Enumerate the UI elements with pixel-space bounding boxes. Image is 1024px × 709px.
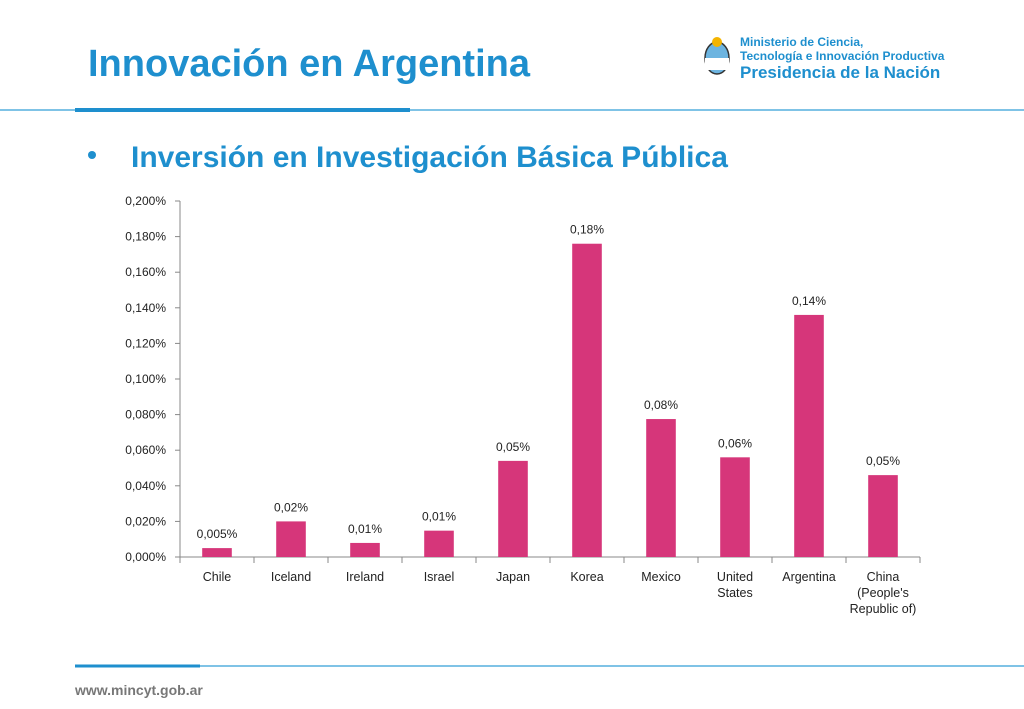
logo-line: Ministerio de Ciencia, <box>740 35 863 49</box>
footer-url: www.mincyt.gob.ar <box>74 682 203 698</box>
y-tick-label: 0,020% <box>125 514 166 528</box>
x-tick-label: Japan <box>495 570 531 584</box>
value-label: 0,005% <box>197 527 238 541</box>
bar <box>498 460 528 557</box>
y-tick-label: 0,200% <box>125 194 166 208</box>
value-label: 0,06% <box>718 436 752 450</box>
bullet-dot <box>88 151 96 159</box>
y-tick-label: 0,100% <box>125 372 166 386</box>
x-tick-label: Argentina <box>782 570 836 584</box>
value-label: 0,18% <box>570 223 604 237</box>
x-tick-label: Ireland <box>345 570 385 584</box>
emblem <box>704 37 730 75</box>
x-tick-label: Korea <box>570 570 604 584</box>
bar <box>202 548 232 557</box>
x-tick-label: Mexico <box>641 570 681 584</box>
value-label: 0,02% <box>274 500 308 514</box>
y-tick-label: 0,080% <box>125 408 166 422</box>
x-tick-label: Chile <box>202 570 232 584</box>
value-label: 0,05% <box>866 454 900 468</box>
value-label: 0,01% <box>422 510 456 524</box>
y-tick-label: 0,140% <box>125 301 166 315</box>
x-tick-label: Israel <box>423 570 455 584</box>
x-tick-label: China (People's Republic of) <box>849 570 917 616</box>
x-tick-label: Iceland <box>270 570 312 584</box>
slide-title: Innovación en Argentina <box>88 43 531 85</box>
y-tick-label: 0,160% <box>125 265 166 279</box>
logo-line: Tecnología e Innovación Productiva <box>740 49 945 63</box>
value-label: 0,01% <box>348 522 382 536</box>
x-tick-label: United States <box>716 570 754 600</box>
bar <box>720 457 750 557</box>
bar <box>868 475 898 557</box>
y-tick-label: 0,060% <box>125 443 166 457</box>
y-tick-label: 0,180% <box>125 230 166 244</box>
bar <box>350 542 380 557</box>
bar <box>646 419 676 557</box>
logo-line: Presidencia de la Nación <box>740 63 940 82</box>
y-tick-label: 0,040% <box>125 479 166 493</box>
y-tick-label: 0,120% <box>125 336 166 350</box>
bullet-text: Inversión en Investigación Básica Públic… <box>131 141 728 174</box>
bar <box>794 314 824 557</box>
bar <box>424 530 454 557</box>
value-label: 0,08% <box>644 398 678 412</box>
bar <box>572 243 602 557</box>
value-label: 0,14% <box>792 294 826 308</box>
bar <box>276 521 306 557</box>
y-tick-label: 0,000% <box>125 550 166 564</box>
value-label: 0,05% <box>496 440 530 454</box>
